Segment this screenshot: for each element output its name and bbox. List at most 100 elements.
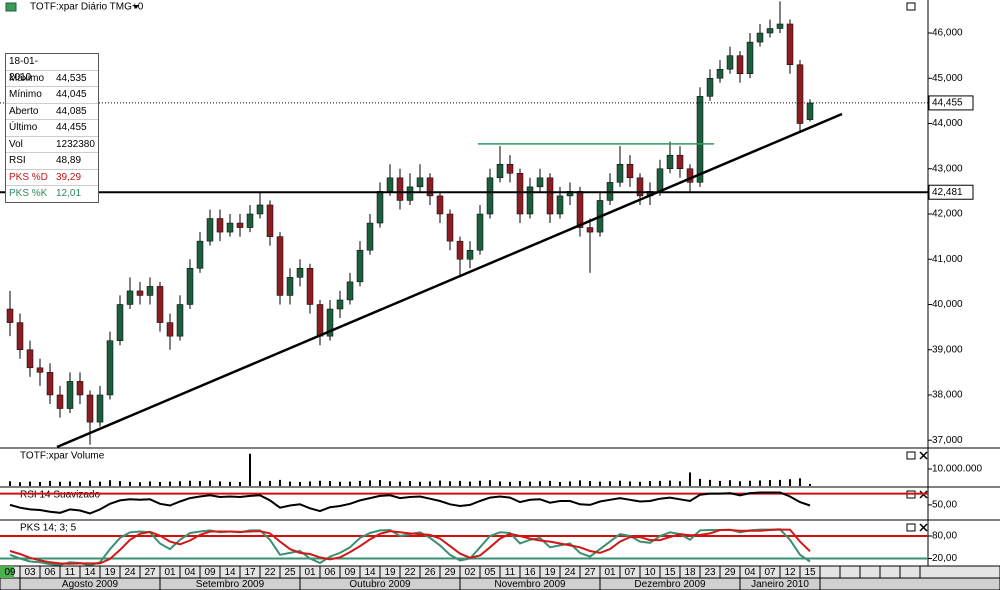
info-value: 39,29	[56, 171, 82, 183]
volume-bar	[399, 481, 401, 486]
y-tick-label: 10.000.000	[932, 464, 982, 475]
candle-body	[636, 177, 644, 197]
x-tick-label: 29	[444, 567, 456, 578]
close-icon[interactable]	[919, 523, 928, 532]
candle-body	[246, 213, 254, 228]
candle-body	[376, 191, 384, 224]
candle-body	[666, 154, 674, 170]
candle-body	[436, 195, 444, 215]
x-tick-label: 11	[65, 567, 76, 578]
info-box: 18-01-2010 Máximo 44,535 Mínimo 44,045 Aberto…	[5, 53, 99, 203]
candle-body	[326, 308, 334, 337]
x-tick-label: 10	[644, 567, 656, 578]
candle-body	[256, 204, 264, 215]
candle-body	[76, 381, 84, 396]
candle-body	[216, 218, 224, 233]
volume-bar	[799, 478, 801, 486]
candle-body	[276, 236, 284, 296]
month-label: Setembro 2009	[196, 579, 265, 590]
dropdown-arrow[interactable]	[133, 5, 139, 9]
candle-body	[46, 372, 54, 396]
candle-body	[766, 28, 774, 34]
info-value: 12,01	[56, 188, 82, 199]
price-label: 42,481	[932, 187, 963, 198]
volume-bar	[609, 481, 611, 486]
info-value: 44,455	[56, 122, 87, 133]
candle-body	[156, 286, 164, 323]
volume-bar	[709, 479, 711, 486]
volume-bar	[499, 481, 501, 486]
price-label-box	[928, 184, 974, 200]
candle-body	[136, 290, 144, 296]
maximize-icon[interactable]	[906, 451, 916, 460]
volume-bar	[199, 481, 201, 486]
info-row: PKS %K 12,01	[6, 185, 98, 202]
volume-bar	[149, 481, 151, 486]
candle-body	[116, 304, 124, 341]
volume-bar	[689, 472, 691, 486]
volume-bar	[279, 479, 281, 486]
volume-bar	[79, 482, 81, 486]
info-label: PKS %D	[9, 171, 48, 183]
volume-bar	[239, 481, 241, 486]
volume-bar	[389, 481, 391, 486]
volume-bar	[219, 481, 221, 486]
panel-title: TOTF:xpar Diário TMG+0	[30, 2, 144, 13]
candle-body	[616, 163, 624, 183]
volume-bar	[589, 481, 591, 486]
candle-body	[716, 68, 724, 79]
info-value: 44,535	[56, 72, 87, 84]
candle-body	[206, 218, 214, 242]
close-icon[interactable]	[919, 451, 928, 460]
info-label: Mínimo	[9, 89, 42, 100]
info-row: Mínimo 44,045	[6, 86, 98, 103]
info-label: RSI	[9, 155, 26, 166]
x-tick-label: 01	[604, 567, 616, 578]
volume-bar	[719, 480, 721, 486]
volume-bar	[419, 481, 421, 486]
candle-body	[16, 322, 24, 350]
candle-body	[686, 168, 694, 183]
x-tick-label: 29	[724, 567, 736, 578]
info-label: Máximo	[9, 72, 45, 84]
candle-body	[726, 55, 734, 70]
panel-title: RSI 14 Suavizado	[20, 490, 100, 501]
volume-bar	[409, 481, 411, 486]
candle-body	[186, 268, 194, 305]
candle-body	[506, 163, 514, 174]
candle-body	[286, 277, 294, 296]
volume-bar	[729, 480, 731, 486]
volume-bar	[89, 480, 91, 486]
volume-bar	[599, 481, 601, 486]
volume-bar	[359, 480, 361, 486]
volume-bar	[789, 479, 791, 486]
x-axis: 09 03 06 11 14 19 24 27 Agosto 2009 01 04 09 14 17 22 2…	[0, 565, 1000, 590]
x-tick-label: 09	[344, 567, 356, 578]
x-tick-label: 12	[784, 567, 796, 578]
candle-body	[486, 177, 494, 215]
info-row: Aberto 44,085	[6, 102, 98, 120]
candle-body	[516, 173, 524, 215]
maximize-icon[interactable]	[906, 523, 916, 532]
volume-bar	[549, 480, 551, 486]
volume-bar	[469, 481, 471, 486]
panel-title: TOTF:xpar Volume	[20, 451, 105, 462]
candle-body	[146, 286, 154, 296]
info-row: PKS %D 39,29	[6, 168, 98, 186]
volume-bar	[319, 480, 321, 486]
volume-bar	[529, 481, 531, 486]
candle-body	[306, 268, 314, 305]
volume-bar	[749, 480, 751, 486]
info-row: RSI 48,89	[6, 152, 98, 169]
x-tick-label: 04	[744, 567, 756, 578]
candle-body	[796, 64, 804, 124]
x-tick-label: 26	[424, 567, 436, 578]
y-tick-label: 46,000	[932, 28, 963, 39]
candle-body	[586, 227, 594, 233]
volume-bar	[229, 481, 231, 486]
indicator-line	[9, 528, 811, 565]
info-row: Vol 1232380	[6, 135, 98, 153]
x-tick-label: 18	[684, 567, 696, 578]
candle-body	[556, 195, 564, 215]
maximize-icon[interactable]	[906, 2, 916, 11]
